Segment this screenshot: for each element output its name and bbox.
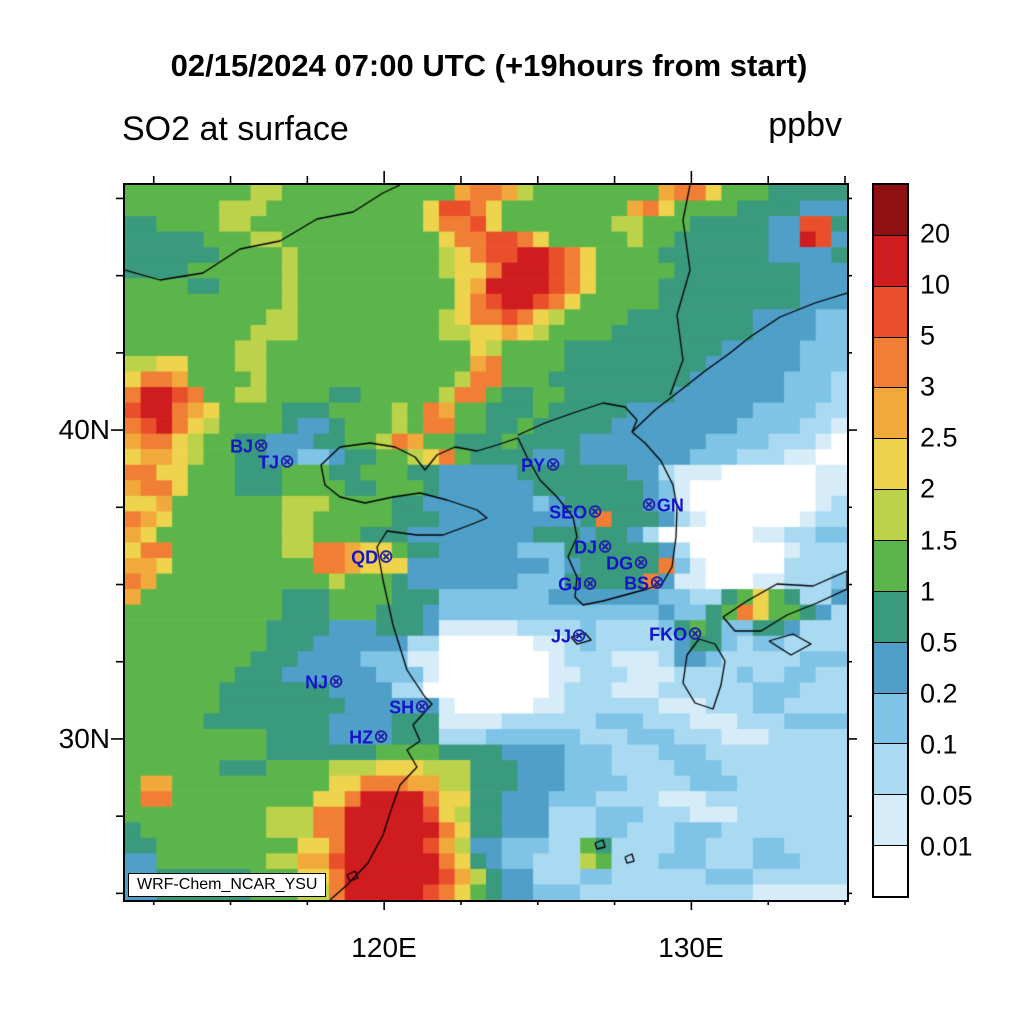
city-marker-icon: ⊗: [649, 572, 665, 594]
colorbar-segment-12: [874, 795, 907, 847]
city-QD: QD ⊗: [351, 548, 394, 567]
colorbar-segment-5: [874, 439, 907, 491]
city-marker-icon: ⊗: [414, 696, 430, 718]
city-marker-icon: ⊗: [633, 552, 649, 574]
city-label: NJ: [305, 672, 329, 692]
city-TJ: TJ ⊗: [258, 453, 295, 472]
colorbar-labels: 20 10 5 3 2.5 2 1.5 1 0.5 0.2 0.1 0.05 0.01: [920, 183, 1010, 898]
city-label: GJ: [558, 574, 583, 594]
city-marker-icon: ⊗: [587, 501, 603, 523]
city-label: JJ: [551, 626, 572, 646]
city-label: DJ: [574, 537, 598, 557]
colorbar-label-2: 2: [920, 473, 936, 504]
heatmap-canvas: [125, 185, 847, 900]
city-label: BJ: [230, 436, 254, 456]
city-marker-icon: ⊗: [279, 451, 295, 473]
y-axis-label-30N: 30N: [58, 722, 110, 754]
city-label: DG: [606, 553, 634, 573]
colorbar-label-0.05: 0.05: [920, 780, 973, 811]
city-FKO: FKO ⊗: [649, 625, 703, 644]
figure-title: 02/15/2024 07:00 UTC (+19hours from star…: [170, 48, 808, 83]
city-BS: BS ⊗: [624, 574, 665, 593]
colorbar-segment-10: [874, 693, 907, 745]
city-SEO: SEO ⊗: [549, 503, 603, 522]
colorbar-label-0.2: 0.2: [920, 678, 958, 709]
city-label: PY: [521, 455, 546, 475]
colorbar-label-3: 3: [920, 371, 936, 402]
units-label: ppbv: [768, 106, 842, 144]
city-label: SEO: [549, 502, 588, 522]
city-GJ: GJ ⊗: [558, 575, 598, 594]
colorbar: [872, 183, 909, 898]
colorbar-label-2.5: 2.5: [920, 422, 958, 453]
city-marker-icon: ⊗: [571, 625, 587, 647]
city-GN: ⊗ GN: [641, 496, 684, 515]
city-label: QD: [351, 547, 379, 567]
city-label: TJ: [258, 452, 280, 472]
city-marker-icon: ⊗: [378, 546, 394, 568]
colorbar-segment-11: [874, 744, 907, 796]
city-label: BS: [624, 573, 650, 593]
model-watermark: WRF-Chem_NCAR_YSU: [128, 873, 327, 897]
city-NJ: NJ ⊗: [305, 673, 344, 692]
colorbar-label-0.01: 0.01: [920, 831, 973, 862]
y-axis-label-40N: 40N: [58, 414, 110, 446]
city-marker-icon: ⊗: [582, 573, 598, 595]
city-marker-icon: ⊗: [545, 454, 561, 476]
colorbar-segment-1: [874, 235, 907, 287]
city-PY: PY ⊗: [521, 456, 561, 475]
colorbar-label-5: 5: [920, 320, 936, 351]
city-marker-icon: ⊗: [373, 726, 389, 748]
colorbar-segment-0: [874, 185, 907, 236]
city-label: SH: [389, 697, 415, 717]
city-HZ: HZ ⊗: [349, 728, 389, 747]
city-DG: DG ⊗: [606, 554, 649, 573]
city-label: FKO: [649, 624, 688, 644]
colorbar-segment-4: [874, 388, 907, 440]
colorbar-label-10: 10: [920, 269, 951, 300]
colorbar-segment-3: [874, 337, 907, 389]
colorbar-segment-9: [874, 642, 907, 694]
colorbar-segment-7: [874, 541, 907, 592]
colorbar-label-1.5: 1.5: [920, 525, 958, 555]
colorbar-segment-6: [874, 490, 907, 542]
city-marker-icon: ⊗: [597, 536, 613, 558]
city-SH: SH ⊗: [389, 698, 430, 717]
city-BJ: BJ ⊗: [230, 437, 269, 456]
colorbar-label-1: 1: [920, 576, 936, 607]
city-marker-icon: ⊗: [687, 623, 703, 645]
city-marker-icon: ⊗: [641, 494, 657, 516]
city-label: HZ: [349, 727, 374, 747]
colorbar-segment-13: [874, 846, 907, 897]
colorbar-label-20: 20: [920, 218, 951, 249]
x-axis-label-120E: 120E: [351, 932, 417, 963]
map-area: WRF-Chem_NCAR_YSU BJ ⊗ TJ ⊗ PY ⊗ SEO ⊗ ⊗ GN QD ⊗ DJ ⊗…: [123, 183, 849, 902]
colorbar-segment-2: [874, 286, 907, 338]
x-axis-label-130E: 130E: [658, 932, 724, 963]
city-label: GN: [656, 495, 684, 515]
city-marker-icon: ⊗: [253, 435, 269, 457]
colorbar-label-0.5: 0.5: [920, 627, 958, 658]
city-DJ: DJ ⊗: [574, 538, 613, 557]
city-JJ: JJ ⊗: [551, 627, 587, 646]
colorbar-segment-8: [874, 591, 907, 643]
colorbar-label-0.1: 0.1: [920, 729, 958, 760]
city-marker-icon: ⊗: [328, 671, 344, 693]
variable-label: SO2 at surface: [122, 110, 349, 148]
